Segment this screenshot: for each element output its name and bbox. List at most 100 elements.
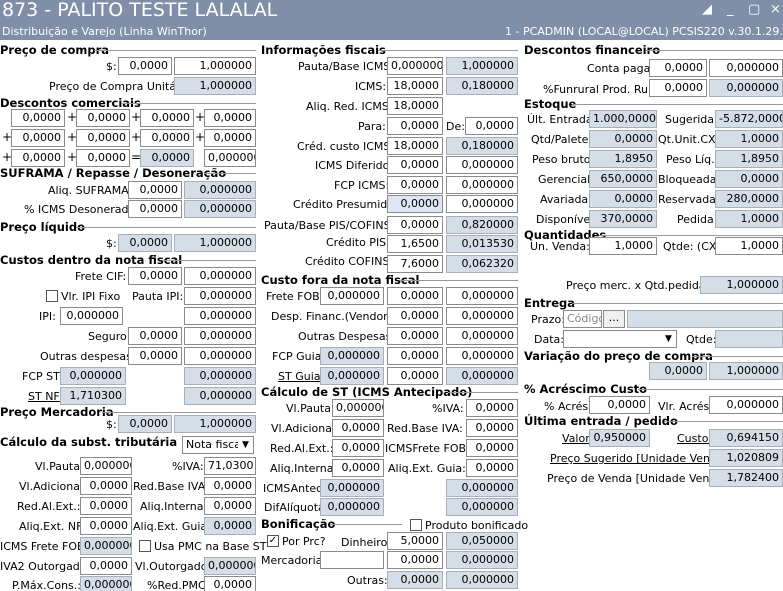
red-al-ext-label: Red.Al.Ext.: [17,500,81,513]
conta-pagar-input[interactable]: 0,0000 [649,59,707,77]
desp-financ-input[interactable]: 0,0000 [387,307,443,325]
icms-diferido-input[interactable]: 0,0000 [387,156,443,174]
st-aliq-ext-guia-input[interactable]: 0,0000 [466,459,518,477]
prazo-codigo-input[interactable]: Código [563,310,602,328]
credito-pis-input[interactable]: 1,6500 [387,235,443,253]
desconto-5[interactable]: 0,0000 [11,129,65,147]
st-guia-link[interactable]: ST Guia: [278,370,325,383]
piva-input[interactable]: 71,0300 [204,457,256,475]
red-base-iva-input[interactable]: 0,0000 [204,477,256,495]
iva2-outorgado-input[interactable]: 0,0000 [80,557,132,575]
outras-despesas-input[interactable]: 0,0000 [128,347,182,365]
icms-diferido-value[interactable]: 0,000000 [446,156,518,174]
aliq-red-icms-input[interactable]: 18,0000 [387,97,443,115]
nota-fiscal-select[interactable]: Nota fiscal ▼ [182,436,254,454]
desconto-6[interactable]: 0,0000 [76,129,130,147]
desconto-8[interactable]: 0,0000 [204,129,256,147]
desconto-1[interactable]: 0,0000 [11,109,65,127]
seguro-input[interactable]: 0,0000 [128,327,182,345]
outras-despesas-value[interactable]: 0,000000 [184,347,256,365]
st-guia-perc[interactable]: 0,0000 [387,367,443,385]
vlr-acres-input[interactable]: 0,000000 [709,396,783,414]
por-prc-checkbox[interactable]: ✓ [267,535,279,547]
resize-icon[interactable]: ◢ [702,2,712,17]
desconto-9[interactable]: 0,0000 [11,149,65,167]
st-nf-link[interactable]: ST NF: [28,390,63,403]
icms-frete-fob-input: 0,000000 [80,537,132,555]
desconto-valor[interactable]: 0,000000 [204,149,256,167]
de-input[interactable]: 0,0000 [465,117,518,135]
outras-desp-value[interactable]: 0,000000 [446,327,518,345]
credito-presumido-value[interactable]: 0,000000 [446,195,518,213]
frete-fob-value[interactable]: 0,000000 [446,287,518,305]
pauta-pis-cofins-input[interactable]: 0,0000 [387,216,443,234]
minimize-icon[interactable]: _ [727,2,734,17]
fcp-guia-perc[interactable]: 0,0000 [387,347,443,365]
preco-sugerido-link[interactable]: Preço Sugerido [Unidade Venda]: [550,452,732,465]
funrural-input[interactable]: 0,0000 [649,79,707,97]
credito-presumido-input[interactable]: 0,0000 [387,195,443,213]
ipi-input[interactable]: 0,000000 [60,307,123,325]
valor-link[interactable]: Valor: [562,432,594,445]
ipi-value[interactable]: 0,000000 [184,307,256,325]
frete-cif-value[interactable]: 0,000000 [184,267,256,285]
desconto-2[interactable]: 0,0000 [76,109,130,127]
outras-desp-input[interactable]: 0,0000 [387,327,443,345]
fcp-guia-value[interactable]: 0,000000 [446,347,518,365]
produto-bonificado-checkbox[interactable] [410,519,422,531]
icms-input[interactable]: 18,0000 [387,77,443,95]
st-piva-input[interactable]: 0,0000 [466,399,518,417]
credito-cofins-input[interactable]: 7,6000 [387,255,443,273]
chevron-down-icon[interactable]: ▼ [238,437,253,453]
cred-custo-icms-input[interactable]: 18,0000 [387,137,443,155]
frete-fob-perc[interactable]: 0,0000 [387,287,443,305]
dinheiro-input[interactable]: 5,0000 [387,532,443,550]
acres-input[interactable]: 0,0000 [589,396,650,414]
st-aliq-interna-input[interactable]: 0,0000 [332,459,384,477]
preco-compra-total[interactable]: 1,000000 [174,57,256,75]
pauta-ipi-input[interactable]: 0,000000 [184,287,256,305]
chevron-down-icon[interactable]: ▼ [661,331,676,347]
desconto-3[interactable]: 0,0000 [140,109,194,127]
custo-link[interactable]: Custo: [677,432,713,445]
red-al-ext-input[interactable]: 0,0000 [80,497,132,515]
fcp-icms-input[interactable]: 0,0000 [387,176,443,194]
st-red-base-iva-input[interactable]: 0,0000 [466,419,518,437]
desconto-7[interactable]: 0,0000 [140,129,194,147]
fcp-icms-value[interactable]: 0,000000 [446,176,518,194]
st-vl-adicional-input[interactable]: 0,0000 [332,419,384,437]
mercadoria-product-input[interactable] [320,551,384,569]
desconto-10[interactable]: 0,0000 [76,149,130,167]
st-icms-frete-fob-input[interactable]: 0,0000 [466,439,518,457]
preco-compra-input[interactable]: 0,0000 [118,57,172,75]
outras-despesas-label: Outras despesas: [40,350,136,363]
frete-cif-input[interactable]: 0,0000 [128,267,182,285]
maximize-icon[interactable]: ▢ [748,2,761,17]
conta-pagar-value[interactable]: 0,000000 [709,59,783,77]
desp-financ-value[interactable]: 0,000000 [446,307,518,325]
aliq-interna-input[interactable]: 0,0000 [204,497,256,515]
seguro-value[interactable]: 0,000000 [184,327,256,345]
un-venda-input[interactable]: 1,0000 [589,237,657,255]
para-input[interactable]: 0,0000 [387,117,443,135]
icms-desonerado-input[interactable]: 0,0000 [128,200,182,218]
aliq-ext-nf-input[interactable]: 0,0000 [80,517,132,535]
data-select[interactable]: ▼ [563,330,677,348]
pred-pmc-input[interactable]: 0,0000 [204,576,256,591]
conta-pagar-label: Conta pagar: [587,62,659,75]
mercadoria-input[interactable]: 0,0000 [387,551,443,569]
desconto-4[interactable]: 0,0000 [204,109,256,127]
frete-fob-input[interactable]: 0,000000 [320,287,384,305]
aliq-suframa-input[interactable]: 0,0000 [128,181,182,199]
usa-pmc-checkbox[interactable] [139,540,151,552]
divider [692,356,783,357]
vl-pauta-input[interactable]: 0,000000 [80,457,132,475]
st-vl-pauta-input[interactable]: 0,000000 [332,399,384,417]
close-icon[interactable]: × [770,2,781,17]
qtde-cx-input[interactable]: 1,0000 [715,237,783,255]
vlr-ipi-fixo-checkbox[interactable] [46,290,58,302]
prazo-search-button[interactable]: ... [603,310,625,328]
pauta-base-icms-input[interactable]: 0,000000 [387,57,443,75]
st-red-al-ext-input[interactable]: 0,0000 [332,439,384,457]
vl-adicional-input[interactable]: 0,0000 [80,477,132,495]
